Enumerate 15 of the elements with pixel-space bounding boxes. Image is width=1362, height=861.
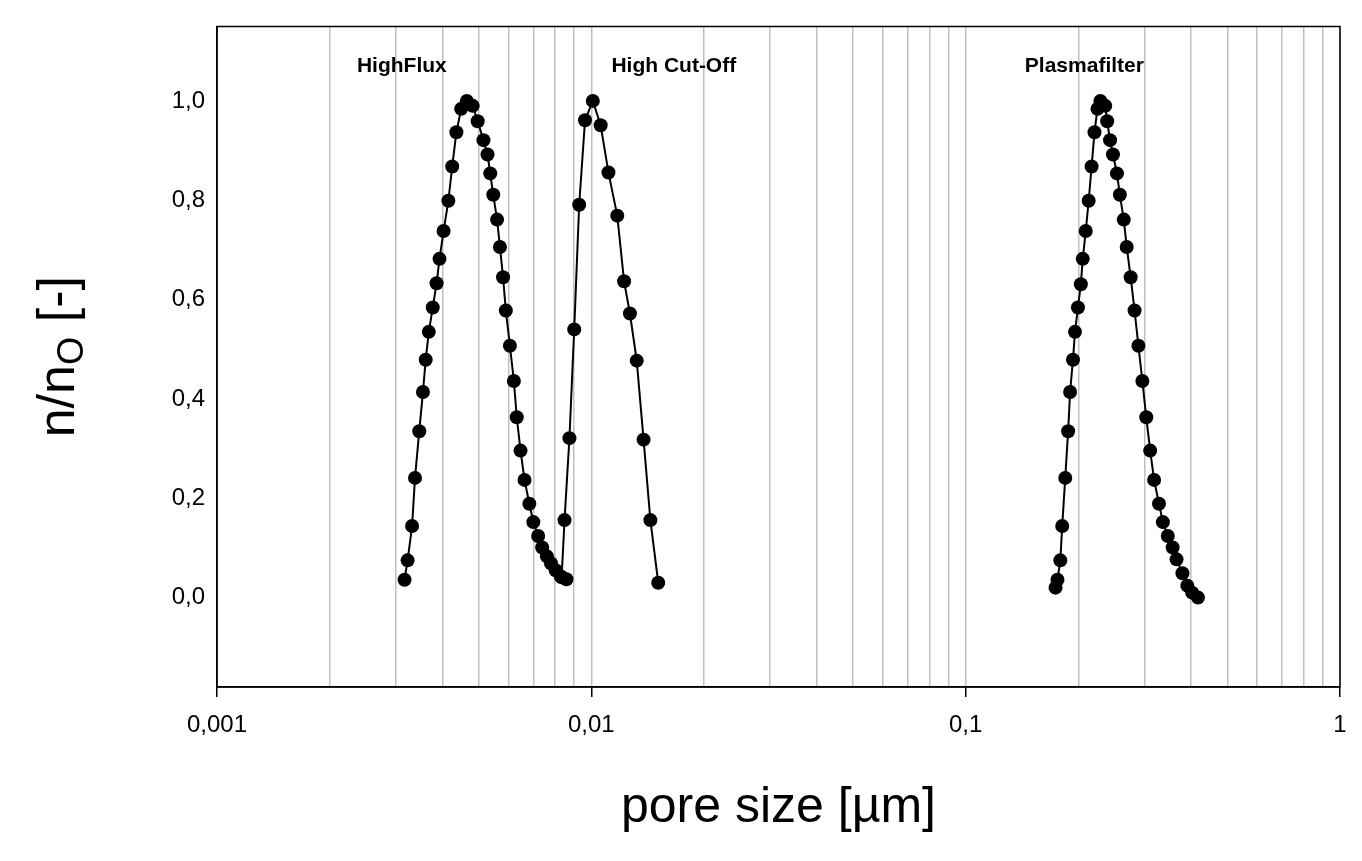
y-tick-label: 0,2 (171, 482, 205, 510)
y-tick-label: 1,0 (171, 85, 205, 113)
y-tick-label: 0,8 (171, 184, 205, 212)
x-tick-label: 1 (1333, 710, 1347, 738)
y-axis-title: n/nO [-] (27, 276, 92, 438)
annotation: High Cut-Off (611, 53, 738, 77)
x-tick-label: 0,001 (186, 710, 248, 738)
y-tick-label: 0,0 (171, 582, 205, 610)
y-tick-label: 0,4 (171, 383, 205, 411)
annotation: HighFlux (356, 53, 448, 77)
y-tick-label: 0,6 (171, 284, 205, 312)
annotation: Plasmafilter (1024, 53, 1144, 77)
x-tick-label: 0,1 (948, 710, 983, 738)
x-tick-label: 0,01 (567, 710, 615, 738)
x-axis-title: pore size [µm] (620, 776, 937, 833)
